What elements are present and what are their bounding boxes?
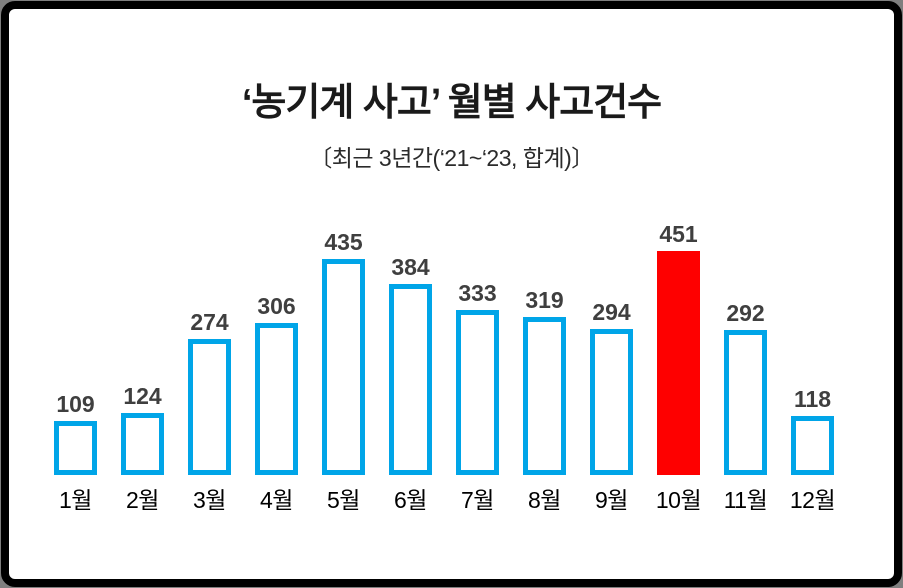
bar-column: 294 <box>578 301 645 475</box>
bar <box>456 310 499 475</box>
bar-value-label: 274 <box>190 309 229 335</box>
bar-column: 319 <box>511 289 578 475</box>
bar <box>389 284 432 475</box>
bar-value-label: 109 <box>56 391 95 417</box>
bar-value-label: 306 <box>257 293 296 319</box>
bar <box>188 339 231 475</box>
bar-value-label: 294 <box>592 299 631 325</box>
x-axis-label: 4월 <box>260 487 293 513</box>
x-axis-label: 11월 <box>723 487 768 513</box>
x-axis-label: 7월 <box>461 487 494 513</box>
bar-column: 333 <box>444 282 511 475</box>
x-axis-label: 2월 <box>126 487 159 513</box>
bar-chart: 109 124 274 306 435 384 333 319 294 451 292 118 1월 2… <box>42 221 846 515</box>
x-axis-label: 8월 <box>528 487 561 513</box>
bar-column: 109 <box>42 393 109 475</box>
bar <box>791 416 834 475</box>
bar-column: 384 <box>377 256 444 475</box>
x-axis-label: 6월 <box>394 487 427 513</box>
bar-column: 118 <box>779 388 846 475</box>
bar <box>54 421 97 475</box>
bar-column: 292 <box>712 302 779 475</box>
bar-value-label: 333 <box>458 280 497 306</box>
chart-title: ‘농기계 사고’ 월별 사고건수 <box>241 82 662 124</box>
bar-highlighted <box>657 251 700 475</box>
x-axis-label: 10월 <box>655 487 702 513</box>
bar-column: 435 <box>310 231 377 475</box>
bar-column: 451 <box>645 223 712 475</box>
x-axis-label: 3월 <box>193 487 226 513</box>
bar-column: 306 <box>243 295 310 475</box>
bars-area: 109 124 274 306 435 384 333 319 294 451 292 118 <box>42 221 846 475</box>
x-axis-label: 1월 <box>59 487 92 513</box>
bar-value-label: 451 <box>659 221 698 247</box>
x-axis-label: 5월 <box>327 487 360 513</box>
bar-column: 274 <box>176 311 243 475</box>
x-axis-labels: 1월 2월 3월 4월 5월 6월 7월 8월 9월 10월 11월 12월 <box>42 481 846 515</box>
bar <box>523 317 566 475</box>
bar <box>724 330 767 475</box>
bar-value-label: 292 <box>726 300 765 326</box>
bar-value-label: 435 <box>324 229 363 255</box>
x-axis-label: 9월 <box>595 487 628 513</box>
bar-value-label: 384 <box>391 254 430 280</box>
bar-value-label: 124 <box>123 383 162 409</box>
x-axis-label: 12월 <box>789 487 836 513</box>
bar <box>590 329 633 475</box>
bar <box>322 259 365 475</box>
bar <box>255 323 298 475</box>
chart-subtitle: 〔최근 3년간(‘21~‘23, 합계)〕 <box>309 145 594 171</box>
bar-value-label: 118 <box>793 386 832 412</box>
chart-content: ‘농기계 사고’ 월별 사고건수 〔최근 3년간(‘21~‘23, 합계)〕 1… <box>9 9 894 579</box>
bar <box>121 413 164 475</box>
bar-value-label: 319 <box>525 287 564 313</box>
bar-column: 124 <box>109 385 176 475</box>
